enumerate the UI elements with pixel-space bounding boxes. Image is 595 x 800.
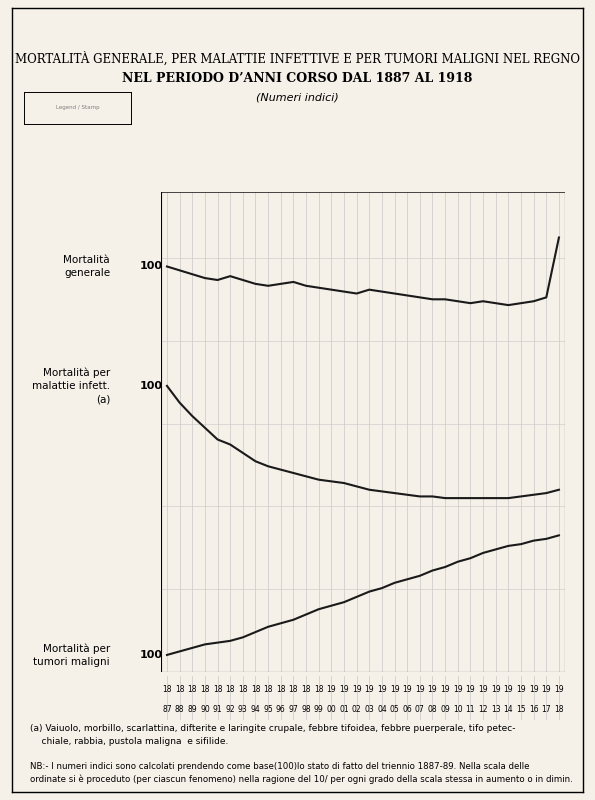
Text: NB:- I numeri indici sono calcolati prendendo come base(100)lo stato di fatto de: NB:- I numeri indici sono calcolati pren… (30, 762, 572, 784)
Text: 09: 09 (440, 705, 450, 714)
Text: 18: 18 (175, 685, 184, 694)
Text: 99: 99 (314, 705, 324, 714)
Text: 91: 91 (213, 705, 223, 714)
Text: 19: 19 (554, 685, 563, 694)
Text: 19: 19 (440, 685, 450, 694)
Text: 19: 19 (377, 685, 387, 694)
Text: 19: 19 (352, 685, 361, 694)
Text: 18: 18 (289, 685, 298, 694)
Text: 19: 19 (491, 685, 500, 694)
Text: 12: 12 (478, 705, 488, 714)
Text: 03: 03 (364, 705, 374, 714)
Text: Mortalità per
tumori maligni: Mortalità per tumori maligni (33, 643, 110, 666)
Text: 18: 18 (276, 685, 286, 694)
Text: 19: 19 (541, 685, 551, 694)
Text: 14: 14 (503, 705, 513, 714)
Text: 18: 18 (554, 705, 563, 714)
Text: 18: 18 (187, 685, 197, 694)
Text: 100: 100 (140, 650, 163, 660)
Text: 00: 00 (327, 705, 336, 714)
Text: Legend / Stamp: Legend / Stamp (55, 106, 99, 110)
Text: 19: 19 (466, 685, 475, 694)
Text: 100: 100 (140, 262, 163, 271)
Text: 13: 13 (491, 705, 500, 714)
Text: 16: 16 (529, 705, 538, 714)
Text: 18: 18 (213, 685, 223, 694)
Text: (a) Vaiuolo, morbillo, scarlattina, difterite e laringite crupale, febbre tifoid: (a) Vaiuolo, morbillo, scarlattina, dift… (30, 724, 515, 746)
Text: 93: 93 (238, 705, 248, 714)
Text: 01: 01 (339, 705, 349, 714)
Text: 89: 89 (187, 705, 197, 714)
Text: 18: 18 (238, 685, 248, 694)
Text: Mortalità per
malattie infett.
(a): Mortalità per malattie infett. (a) (32, 367, 110, 404)
Text: 18: 18 (301, 685, 311, 694)
Text: 94: 94 (250, 705, 261, 714)
Text: 02: 02 (352, 705, 361, 714)
Text: 90: 90 (200, 705, 210, 714)
Text: 19: 19 (327, 685, 336, 694)
Text: 18: 18 (264, 685, 273, 694)
Text: 11: 11 (466, 705, 475, 714)
Text: 07: 07 (415, 705, 425, 714)
Text: 19: 19 (453, 685, 462, 694)
Text: 06: 06 (402, 705, 412, 714)
Text: 19: 19 (478, 685, 488, 694)
Text: 18: 18 (200, 685, 209, 694)
Text: 100: 100 (140, 381, 163, 391)
Text: 18: 18 (314, 685, 324, 694)
Text: 18: 18 (162, 685, 172, 694)
Text: 08: 08 (428, 705, 437, 714)
Text: 19: 19 (529, 685, 538, 694)
Text: 19: 19 (516, 685, 526, 694)
Text: 95: 95 (263, 705, 273, 714)
Text: 15: 15 (516, 705, 526, 714)
Text: 04: 04 (377, 705, 387, 714)
Text: (Numeri indici): (Numeri indici) (256, 92, 339, 102)
Text: 96: 96 (276, 705, 286, 714)
Text: 19: 19 (428, 685, 437, 694)
Text: 19: 19 (415, 685, 425, 694)
Text: 05: 05 (390, 705, 399, 714)
Text: 19: 19 (390, 685, 399, 694)
Text: 18: 18 (226, 685, 235, 694)
Text: 19: 19 (365, 685, 374, 694)
Text: 17: 17 (541, 705, 551, 714)
Text: 19: 19 (339, 685, 349, 694)
Text: 87: 87 (162, 705, 172, 714)
Text: 18: 18 (250, 685, 260, 694)
Text: 88: 88 (175, 705, 184, 714)
Text: 19: 19 (503, 685, 513, 694)
Text: 10: 10 (453, 705, 462, 714)
Text: 97: 97 (289, 705, 298, 714)
Text: 19: 19 (402, 685, 412, 694)
Text: 92: 92 (226, 705, 235, 714)
Text: Mortalità
generale: Mortalità generale (64, 255, 110, 278)
Text: NEL PERIODO D’ANNI CORSO DAL 1887 AL 1918: NEL PERIODO D’ANNI CORSO DAL 1887 AL 191… (123, 72, 472, 85)
Text: 98: 98 (301, 705, 311, 714)
Text: MORTALITÀ GENERALE, PER MALATTIE INFETTIVE E PER TUMORI MALIGNI NEL REGNO: MORTALITÀ GENERALE, PER MALATTIE INFETTI… (15, 52, 580, 66)
